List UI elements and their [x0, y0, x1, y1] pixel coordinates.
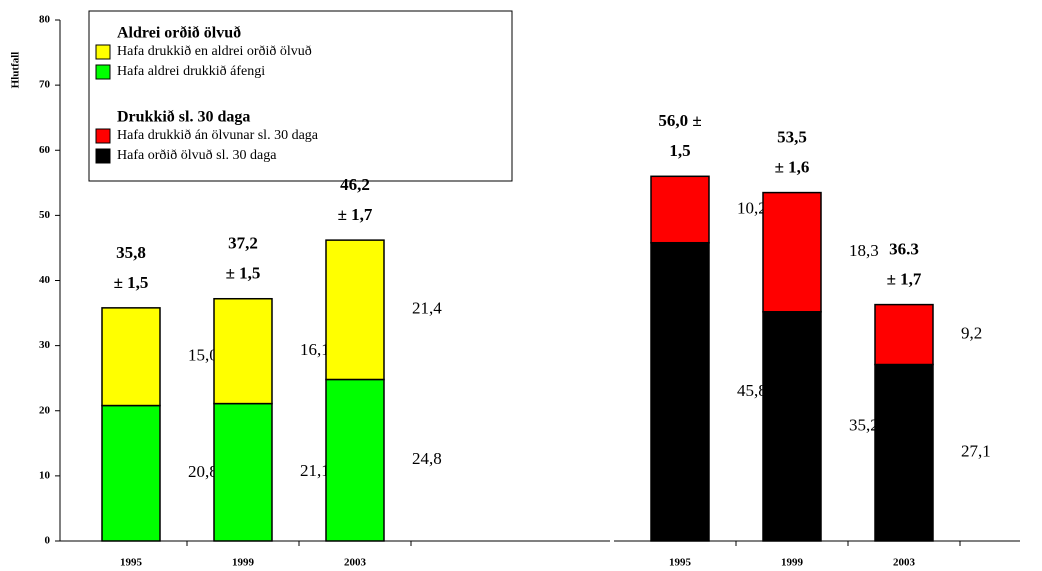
total-label: 53,5 — [777, 127, 807, 146]
legend-swatch — [95, 64, 111, 80]
total-label: 1,5 — [669, 141, 690, 160]
total-label: 36.3 — [889, 240, 919, 259]
value-label: 24,8 — [412, 449, 442, 468]
legend-title: Aldrei orðið ölvuð — [117, 25, 241, 42]
bar-segment — [762, 191, 822, 313]
bar-segment — [874, 303, 934, 366]
x-tick-label: 2003 — [893, 557, 916, 569]
legend-label: Hafa aldrei drukkið áfengi — [117, 64, 265, 79]
x-tick-label: 1999 — [232, 557, 255, 569]
legend — [88, 10, 513, 182]
bar-segment — [213, 297, 273, 405]
bar-segment — [325, 239, 385, 381]
legend-swatch — [95, 148, 111, 164]
value-label: 21,1 — [300, 461, 330, 480]
value-label: 16,1 — [300, 340, 330, 359]
legend-label: Hafa orðið ölvuð sl. 30 daga — [117, 148, 277, 163]
y-tick-label: 40 — [39, 274, 51, 286]
bar-segment — [325, 378, 385, 542]
bar-segment — [762, 311, 822, 542]
total-label: ± 1,7 — [338, 205, 373, 224]
total-label: ± 1,5 — [226, 264, 261, 283]
y-tick-label: 60 — [39, 144, 51, 156]
legend-swatch — [95, 128, 111, 144]
y-tick-label: 50 — [39, 209, 51, 221]
value-label: 10,2 — [737, 198, 767, 217]
y-tick-label: 0 — [45, 535, 51, 547]
bar-segment — [101, 307, 161, 407]
value-label: 20,8 — [188, 462, 218, 481]
total-label: ± 1,5 — [114, 273, 149, 292]
x-tick-label: 2003 — [344, 557, 367, 569]
y-axis-label: Hlutfall — [10, 52, 22, 89]
total-label: 37,2 — [228, 234, 258, 253]
value-label: 18,3 — [849, 241, 879, 260]
legend-title: Drukkið sl. 30 daga — [117, 109, 250, 126]
y-tick-label: 10 — [39, 469, 51, 481]
total-label: 35,8 — [116, 243, 146, 262]
x-tick-label: 1995 — [120, 557, 143, 569]
bar-segment — [101, 404, 161, 542]
value-label: 21,4 — [412, 299, 442, 318]
bar-segment — [650, 241, 710, 542]
legend-label: Hafa drukkið en aldrei orðið ölvuð — [117, 44, 312, 59]
bar-segment — [650, 175, 710, 244]
bar-segment — [213, 402, 273, 542]
total-label: ± 1,6 — [775, 157, 810, 176]
total-label: 46,2 — [340, 175, 370, 194]
value-label: 35,2 — [849, 415, 879, 434]
legend-swatch — [95, 44, 111, 60]
value-label: 45,8 — [737, 381, 767, 400]
x-tick-label: 1995 — [669, 557, 692, 569]
y-tick-label: 30 — [39, 339, 51, 351]
total-label: ± 1,7 — [887, 270, 922, 289]
value-label: 15,0 — [188, 346, 218, 365]
y-tick-label: 20 — [39, 404, 51, 416]
y-tick-label: 80 — [39, 14, 51, 26]
y-tick-label: 70 — [39, 79, 51, 91]
value-label: 27,1 — [961, 442, 991, 461]
x-tick-label: 1999 — [781, 557, 804, 569]
bar-segment — [874, 363, 934, 542]
value-label: 9,2 — [961, 323, 982, 342]
total-label: 56,0 ± — [658, 111, 701, 130]
legend-label: Hafa drukkið án ölvunar sl. 30 daga — [117, 128, 319, 143]
